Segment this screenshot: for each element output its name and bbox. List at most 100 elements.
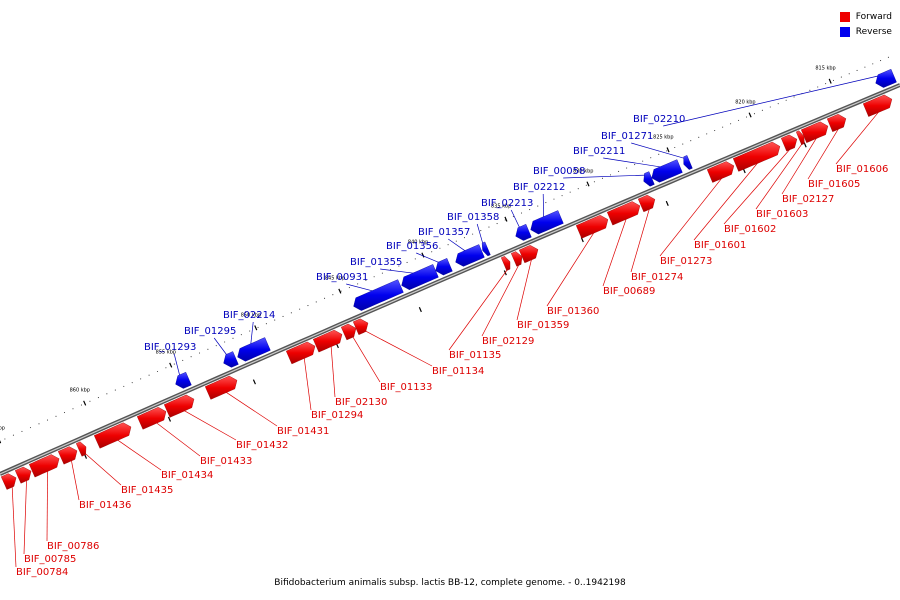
- gene-BIF_00689[interactable]: [606, 201, 641, 226]
- scale-dot: [761, 109, 763, 111]
- scale-dot: [390, 269, 392, 271]
- gene-label[interactable]: BIF_01295: [184, 326, 236, 337]
- gene-BIF_01271[interactable]: [683, 155, 693, 170]
- scale-dot: [817, 86, 819, 88]
- gene-label[interactable]: BIF_01601: [694, 240, 746, 251]
- gene-BIF_01434[interactable]: [93, 422, 132, 449]
- gene-BIF_02130[interactable]: [312, 329, 343, 353]
- gene-label[interactable]: BIF_01293: [144, 342, 196, 353]
- gene-label[interactable]: BIF_01435: [121, 485, 173, 496]
- scale-dot: [880, 60, 882, 62]
- gene-label[interactable]: BIF_01355: [350, 257, 402, 268]
- scale-dot: [753, 113, 755, 115]
- gene-BIF_00785[interactable]: [14, 466, 32, 484]
- gene-label[interactable]: BIF_01433: [200, 456, 252, 467]
- gene-label[interactable]: BIF_02129: [482, 336, 534, 347]
- gene-label[interactable]: BIF_01360: [547, 306, 599, 317]
- gene-BIF_02129[interactable]: [510, 251, 523, 267]
- scale-dot: [381, 272, 383, 274]
- scale-dot: [323, 297, 326, 299]
- gene-BIF_01603[interactable]: [795, 130, 805, 146]
- gene-BIF_01433[interactable]: [136, 406, 167, 430]
- gene-label[interactable]: BIF_01357: [418, 227, 470, 238]
- gene-BIF_01432[interactable]: [163, 394, 195, 418]
- gene-label[interactable]: BIF_00689: [603, 286, 655, 297]
- gene-BIF_00784[interactable]: [0, 473, 17, 490]
- gene-BIF_01293[interactable]: [175, 371, 192, 389]
- gene-BIF_01360[interactable]: [575, 214, 609, 239]
- gene-label[interactable]: BIF_01271: [601, 131, 653, 142]
- gene-BIF_01355[interactable]: [401, 264, 439, 291]
- gene-label[interactable]: BIF_00785: [24, 554, 76, 565]
- gene-BIF_01436[interactable]: [57, 446, 78, 465]
- gene-BIF_02211[interactable]: [651, 159, 683, 183]
- gene-BIF_01135[interactable]: [500, 256, 511, 271]
- gene-BIF_01602[interactable]: [780, 134, 798, 152]
- scale-dot: [398, 265, 400, 267]
- leader-line: [416, 252, 441, 264]
- gene-BIF_01358[interactable]: [481, 241, 491, 257]
- scale-dot: [365, 279, 367, 281]
- gene-BIF_02210[interactable]: [875, 68, 897, 88]
- gene-label[interactable]: BIF_02127: [782, 194, 834, 205]
- gene-BIF_01295[interactable]: [223, 351, 239, 368]
- gene-label[interactable]: BIF_00058: [533, 166, 585, 177]
- gene-BIF_01606[interactable]: [862, 94, 893, 117]
- gene-BIF_02212[interactable]: [530, 210, 564, 235]
- gene-label[interactable]: BIF_02214: [223, 310, 275, 321]
- gene-BIF_01601[interactable]: [732, 141, 781, 172]
- gene-BIF_01356[interactable]: [435, 258, 453, 276]
- gene-label[interactable]: BIF_02130: [335, 397, 387, 408]
- gene-label[interactable]: BIF_01133: [380, 382, 432, 393]
- gene-label[interactable]: BIF_01359: [517, 320, 569, 331]
- scale-dot: [832, 79, 835, 81]
- gene-label[interactable]: BIF_00931: [316, 272, 368, 283]
- gene-label[interactable]: BIF_01358: [447, 212, 499, 223]
- gene-label[interactable]: BIF_02210: [633, 114, 685, 125]
- gene-BIF_01359[interactable]: [518, 245, 539, 264]
- leader-line: [476, 223, 484, 245]
- gene-label[interactable]: BIF_02213: [481, 198, 533, 209]
- gene-label[interactable]: BIF_01134: [432, 366, 484, 377]
- gene-label[interactable]: BIF_01274: [631, 272, 683, 283]
- gene-BIF_01134[interactable]: [352, 318, 369, 335]
- gene-label[interactable]: BIF_01273: [660, 256, 712, 267]
- gene-BIF_01605[interactable]: [826, 113, 847, 132]
- gene-BIF_01273[interactable]: [706, 161, 735, 183]
- gene-BIF_02214[interactable]: [237, 337, 271, 362]
- gene-label[interactable]: BIF_01294: [311, 410, 363, 421]
- gene-BIF_02213[interactable]: [515, 223, 532, 241]
- scale-dot: [690, 140, 692, 142]
- gene-label[interactable]: BIF_02211: [573, 146, 625, 157]
- gene-label[interactable]: BIF_01135: [449, 350, 501, 361]
- gene-label[interactable]: BIF_01602: [724, 224, 776, 235]
- gene-label[interactable]: BIF_00784: [16, 567, 68, 578]
- gene-BIF_00931[interactable]: [353, 279, 404, 311]
- gene-label[interactable]: BIF_01431: [277, 426, 329, 437]
- scale-dot: [299, 308, 301, 310]
- gene-BIF_00058[interactable]: [643, 171, 655, 187]
- gene-label[interactable]: BIF_01434: [161, 470, 213, 481]
- gene-BIF_01294[interactable]: [285, 341, 316, 365]
- scale-dot: [198, 352, 201, 354]
- gene-BIF_01274[interactable]: [637, 194, 656, 213]
- gene-label[interactable]: BIF_00786: [47, 541, 99, 552]
- gene-label[interactable]: BIF_01436: [79, 500, 131, 511]
- gene-BIF_01133[interactable]: [340, 323, 357, 341]
- gene-label[interactable]: BIF_02212: [513, 182, 565, 193]
- gene-label[interactable]: BIF_01603: [756, 209, 808, 220]
- leader-line: [723, 146, 793, 225]
- scale-dot: [12, 434, 14, 436]
- gene-label[interactable]: BIF_01432: [236, 440, 288, 451]
- gene-BIF_00786[interactable]: [28, 454, 60, 478]
- gene-label[interactable]: BIF_01356: [386, 241, 438, 252]
- leader-line: [516, 257, 533, 321]
- gene-BIF_02127[interactable]: [800, 121, 829, 143]
- gene-label[interactable]: BIF_01605: [808, 179, 860, 190]
- gene-BIF_01435[interactable]: [75, 441, 87, 457]
- scale-dot: [182, 359, 184, 361]
- scale-dot: [307, 305, 309, 307]
- gene-label[interactable]: BIF_01606: [836, 164, 888, 175]
- gene-BIF_01357[interactable]: [455, 244, 485, 267]
- gene-BIF_01431[interactable]: [204, 375, 238, 400]
